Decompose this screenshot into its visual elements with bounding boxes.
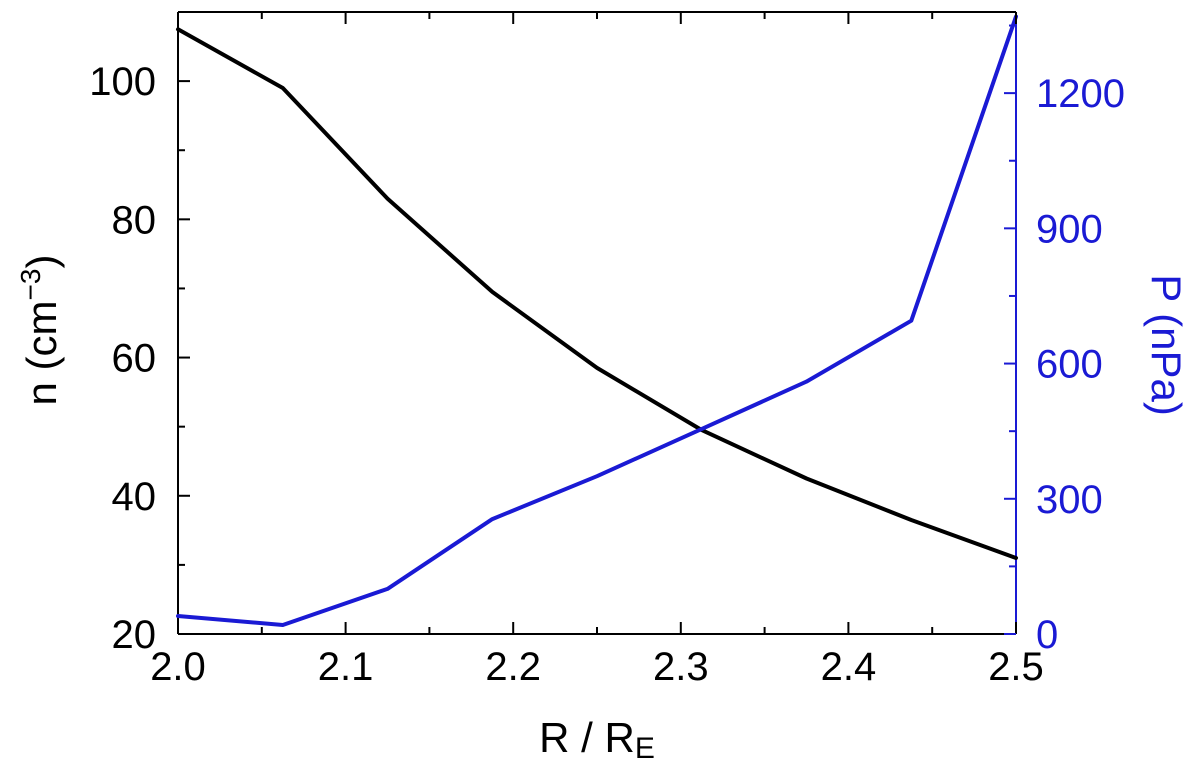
series-line-density [176, 27, 1018, 560]
y-left-axis-title-end: ) [18, 255, 65, 269]
x-tick-label: 2.3 [653, 645, 709, 689]
x-tick-label: 2.4 [821, 645, 877, 689]
y-left-axis-title-superscript: −3 [15, 269, 46, 301]
y-left-tick-label: 20 [112, 613, 157, 657]
x-tick-label: 2.0 [150, 645, 206, 689]
x-axis-title-subscript: E [635, 732, 655, 765]
series-line-pressure [176, 14, 1018, 627]
y-left-axis-title-main: n (cm [18, 300, 65, 405]
y-left-tick-label: 60 [112, 337, 157, 381]
y-right-tick-label: 600 [1036, 343, 1103, 387]
x-axis-title-main: R / R [539, 714, 635, 761]
y-left-axis-title: n (cm−3) [15, 255, 65, 406]
y-right-axis-title: P (nPa) [1143, 274, 1190, 416]
x-axis-title: R / RE [539, 714, 655, 765]
y-left-tick-label: 100 [89, 60, 156, 104]
y-right-tick-label: 300 [1036, 478, 1103, 522]
y-left-tick-label: 40 [112, 475, 157, 519]
x-tick-label: 2.1 [318, 645, 374, 689]
y-right-tick-label: 1200 [1036, 72, 1125, 116]
y-left-tick-label: 80 [112, 198, 157, 242]
x-tick-label: 2.5 [988, 645, 1044, 689]
x-tick-label: 2.2 [485, 645, 541, 689]
y-right-tick-label: 0 [1036, 613, 1058, 657]
y-right-tick-label: 900 [1036, 207, 1103, 251]
